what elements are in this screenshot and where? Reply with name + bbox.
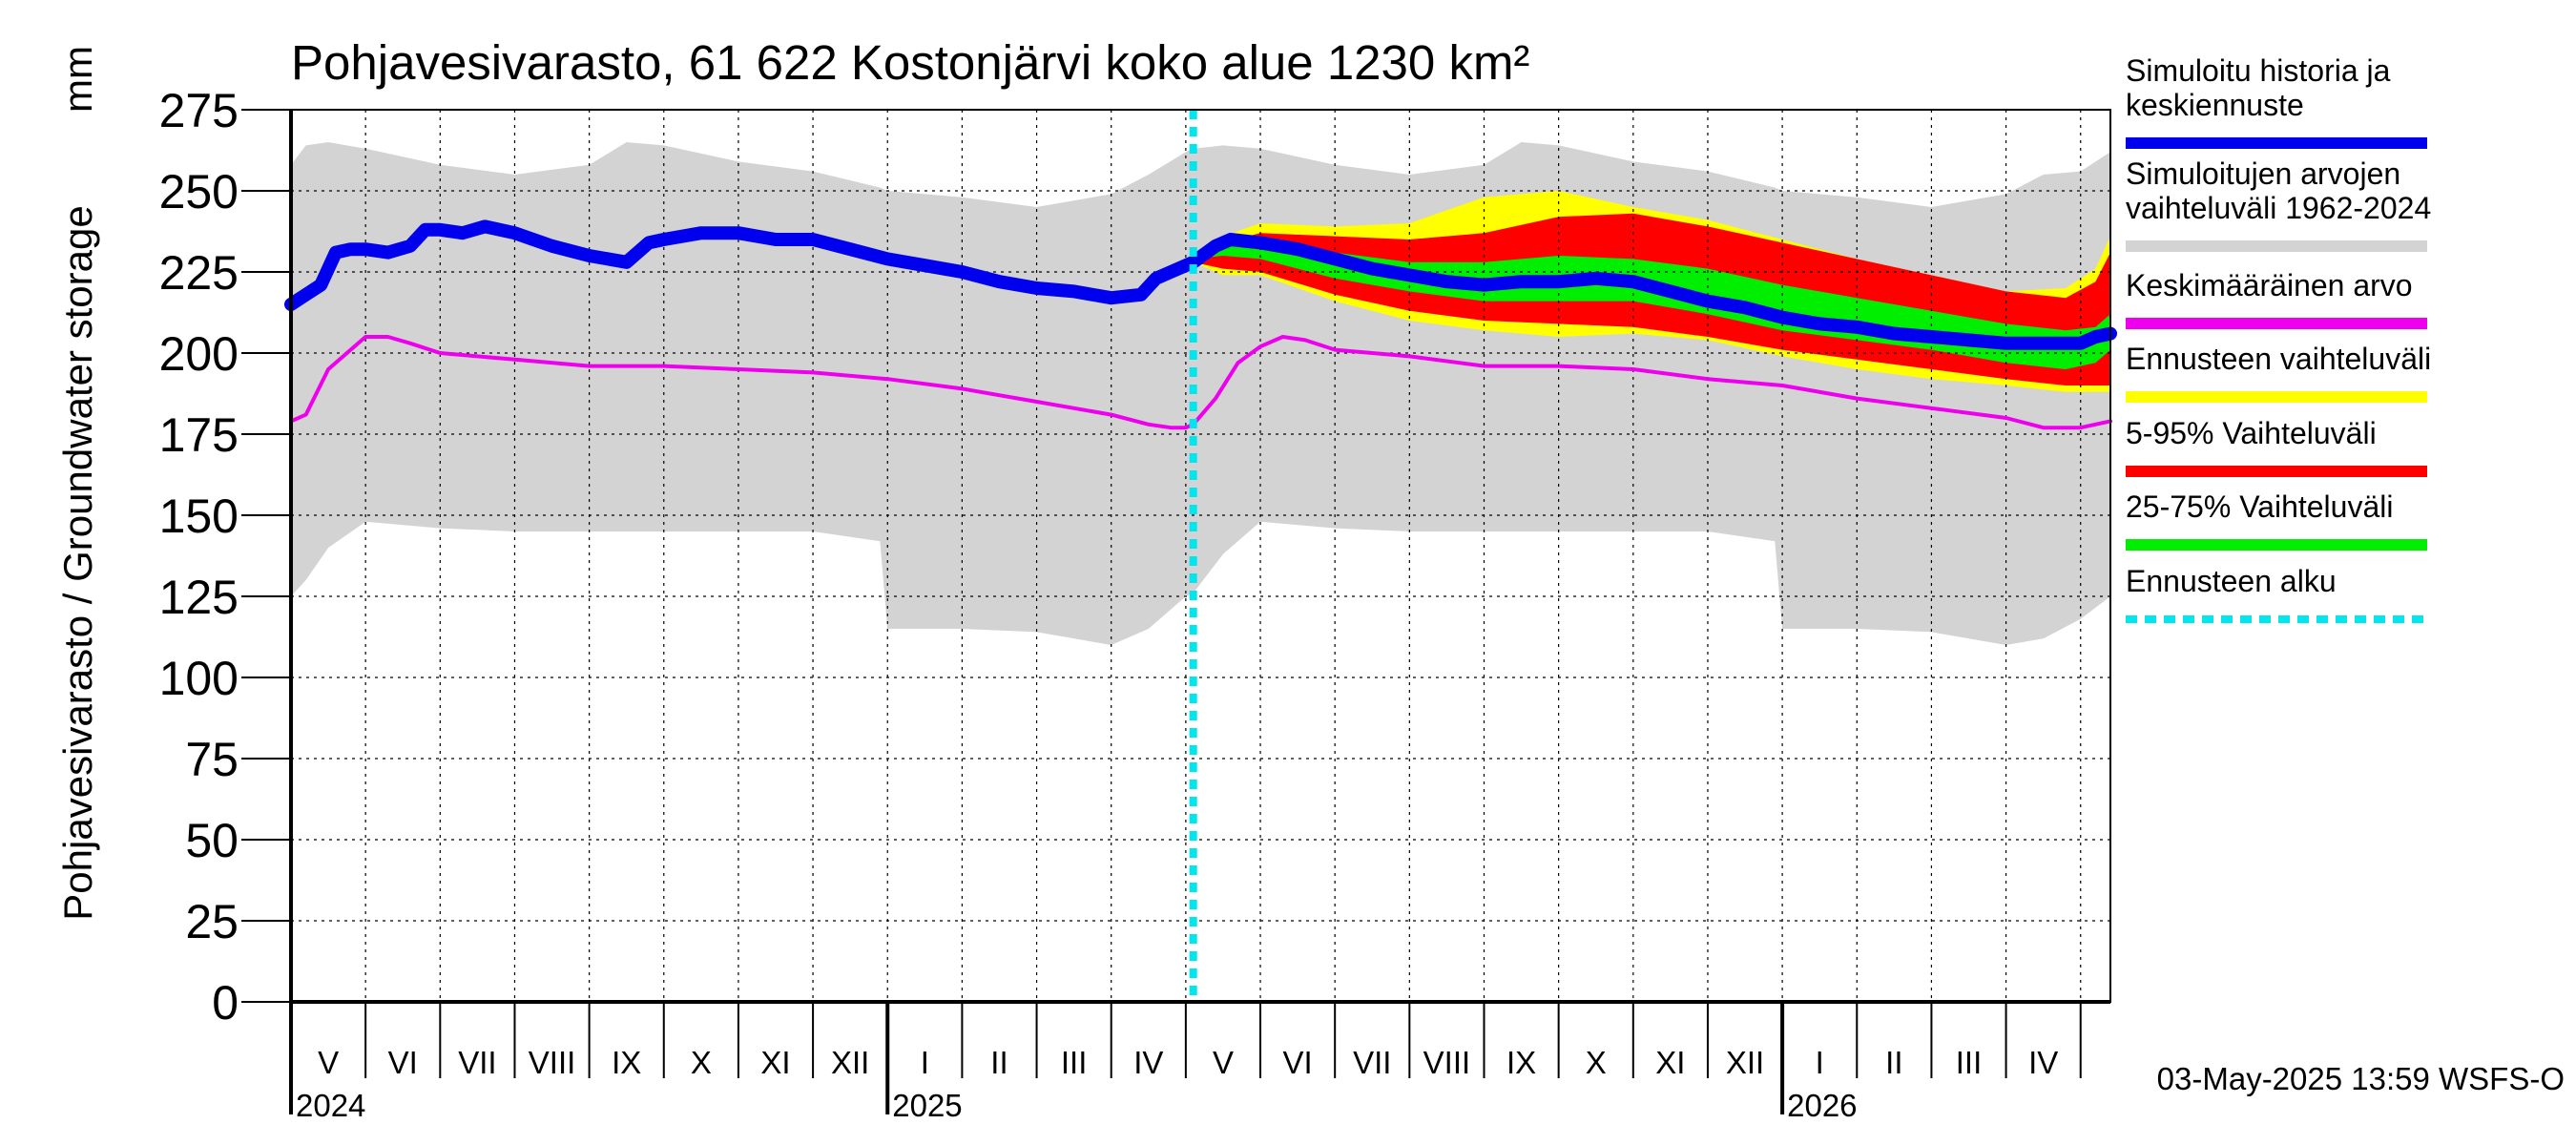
y-tick-label: 75 <box>185 733 239 786</box>
axes <box>241 109 2111 1114</box>
y-tick-label: 100 <box>159 652 239 705</box>
legend-label-5: 25-75% Vaihteluväli <box>2126 489 2393 524</box>
legend-label-2: Keskimääräinen arvo <box>2126 268 2413 302</box>
legend-label-0: Simuloitu historia ja keskiennuste <box>2126 53 2391 122</box>
month-label: VIII <box>529 1045 576 1080</box>
month-label: XI <box>760 1045 790 1080</box>
month-label: IX <box>612 1045 641 1080</box>
month-label: II <box>1885 1045 1902 1080</box>
month-label: II <box>990 1045 1008 1080</box>
month-label: X <box>691 1045 712 1080</box>
month-label: V <box>318 1045 339 1080</box>
series-lines <box>284 110 2117 1002</box>
month-label: III <box>1061 1045 1088 1080</box>
y-tick-label: 275 <box>159 84 239 137</box>
year-label: 2026 <box>1787 1088 1857 1123</box>
legend-label-6: Ennusteen alku <box>2126 564 2337 598</box>
legend-label-3: Ennusteen vaihteluväli <box>2126 342 2431 376</box>
month-label: VIII <box>1423 1045 1471 1080</box>
y-tick-label: 225 <box>159 246 239 300</box>
month-label: X <box>1586 1045 1607 1080</box>
y-axis-label: Pohjavesivarasto / Groundwater storage <box>55 205 100 920</box>
timestamp-footer: 03-May-2025 13:59 WSFS-O <box>2157 1061 2565 1096</box>
series-line-0 <box>284 219 2117 350</box>
y-tick-label: 175 <box>159 408 239 462</box>
month-label: I <box>1816 1045 1824 1080</box>
month-label: XI <box>1655 1045 1685 1080</box>
y-tick-label: 0 <box>212 976 239 1030</box>
month-label: IX <box>1506 1045 1536 1080</box>
y-axis-unit: mm <box>55 46 100 113</box>
y-tick-label: 200 <box>159 327 239 381</box>
month-label: I <box>921 1045 929 1080</box>
month-label: XII <box>1726 1045 1764 1080</box>
month-label: VII <box>1353 1045 1391 1080</box>
month-label: IV <box>1133 1045 1163 1080</box>
month-label: VII <box>458 1045 496 1080</box>
y-tick-label: 25 <box>185 895 239 948</box>
year-label: 2024 <box>296 1088 365 1123</box>
y-tick-label: 150 <box>159 489 239 543</box>
y-tick-label: 125 <box>159 571 239 624</box>
month-label: VI <box>388 1045 418 1080</box>
month-label: XII <box>831 1045 869 1080</box>
month-label: IV <box>2028 1045 2058 1080</box>
legend-label-1: Simuloitujen arvojen vaihteluväli 1962-20… <box>2126 156 2431 225</box>
month-label: V <box>1213 1045 1234 1080</box>
chart-title: Pohjavesivarasto, 61 622 Kostonjärvi kok… <box>291 35 1529 90</box>
month-label: VI <box>1283 1045 1313 1080</box>
legend-label-4: 5-95% Vaihteluväli <box>2126 416 2377 450</box>
legend: Simuloitu historia ja keskiennuste Simuloi… <box>2126 53 2431 623</box>
month-label: III <box>1956 1045 1983 1080</box>
y-tick-label: 50 <box>185 814 239 867</box>
y-tick-label: 250 <box>159 165 239 219</box>
year-label: 2025 <box>892 1088 962 1123</box>
